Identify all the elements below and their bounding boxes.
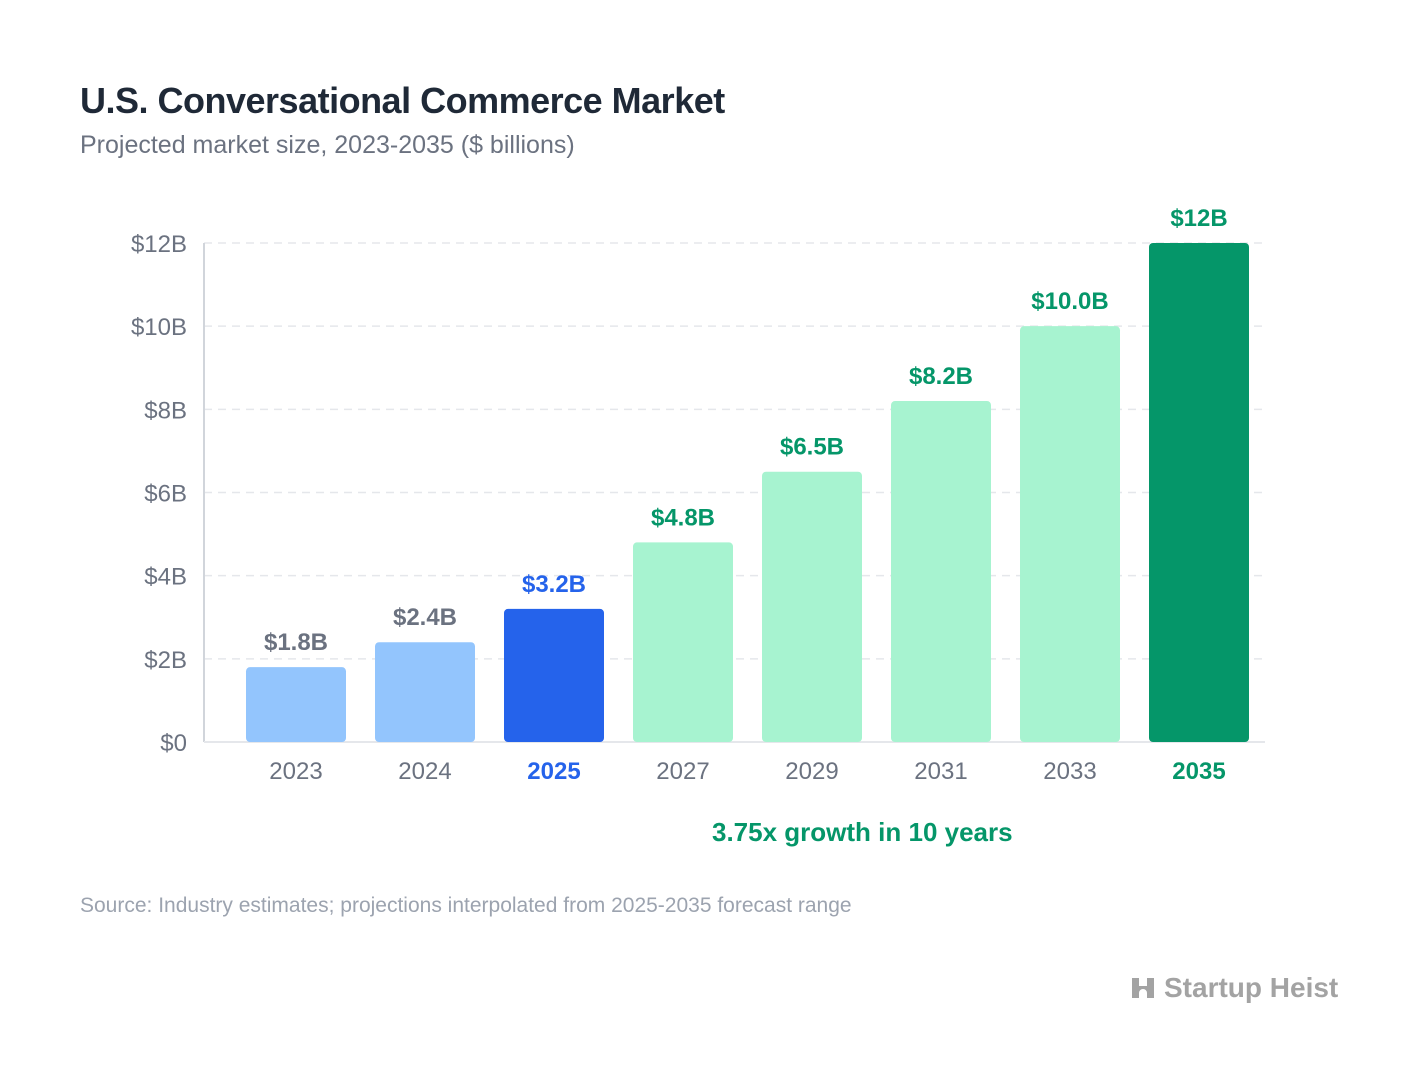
- y-tick-label: $8B: [144, 397, 187, 424]
- chart-title: U.S. Conversational Commerce Market: [80, 80, 725, 121]
- source-note: Source: Industry estimates; projections …: [80, 894, 852, 917]
- data-label: $10.0B: [1031, 288, 1108, 315]
- x-tick-label: 2023: [269, 758, 322, 785]
- y-tick-label: $2B: [144, 647, 187, 674]
- x-tick-label: 2024: [398, 758, 451, 785]
- y-tick-label: $12B: [131, 231, 187, 258]
- x-tick-label: 2031: [914, 758, 967, 785]
- y-tick-label: $0: [160, 730, 187, 757]
- data-label: $1.8B: [264, 629, 328, 656]
- data-label: $2.4B: [393, 604, 457, 631]
- bar-2029: [762, 471, 862, 742]
- brand-logo: Startup Heist: [1130, 972, 1338, 1004]
- data-label: $12B: [1170, 205, 1227, 232]
- y-tick-label: $4B: [144, 564, 187, 591]
- bar-2031: [891, 401, 991, 742]
- data-label: $4.8B: [651, 504, 715, 531]
- bar-2024: [375, 642, 475, 742]
- data-label: $8.2B: [909, 363, 973, 390]
- x-tick-label: 2029: [785, 758, 838, 785]
- y-tick-label: $10B: [131, 314, 187, 341]
- bar-2025: [504, 608, 604, 742]
- growth-annotation: 3.75x growth in 10 years: [712, 817, 1013, 847]
- x-tick-label: 2027: [656, 758, 709, 785]
- bar-2023: [246, 667, 346, 742]
- brand-h-icon: [1132, 978, 1154, 998]
- bar-2033: [1020, 326, 1120, 742]
- bar-2027: [633, 542, 733, 742]
- x-tick-label: 2033: [1043, 758, 1096, 785]
- data-label: $6.5B: [780, 434, 844, 461]
- data-label: $3.2B: [522, 571, 586, 598]
- y-tick-label: $6B: [144, 481, 187, 508]
- x-tick-label: 2025: [527, 758, 580, 785]
- bar-2035: [1149, 243, 1249, 742]
- chart-subtitle: Projected market size, 2023-2035 ($ bill…: [80, 131, 575, 159]
- brand-name: Startup Heist: [1164, 972, 1339, 1003]
- x-tick-label: 2035: [1172, 758, 1225, 785]
